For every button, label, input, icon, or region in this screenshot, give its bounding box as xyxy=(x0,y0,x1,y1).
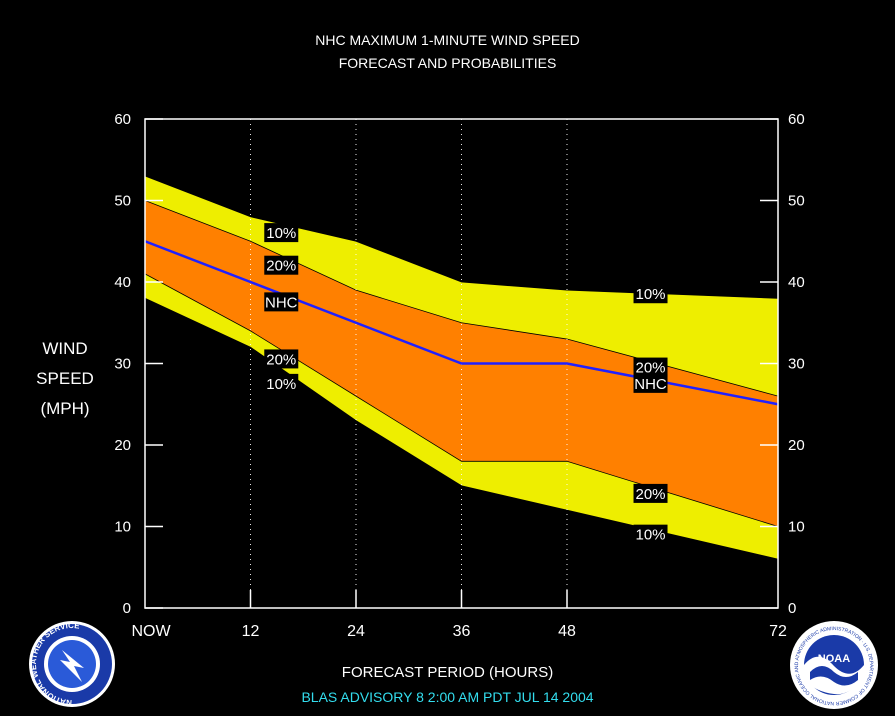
annotation-label-0: 10% xyxy=(264,223,299,243)
noaa-logo: NOAA NATIONAL OCEANIC AND ATMOSPHERIC AD… xyxy=(788,620,878,709)
annotation-label-bg xyxy=(633,357,668,377)
y-tick-label-right-10: 10 xyxy=(788,519,805,536)
annotation-label-bg xyxy=(633,373,668,393)
x-tick-label-36: 36 xyxy=(453,623,471,640)
x-tick-label-12: 12 xyxy=(242,623,260,640)
y-axis-label-line2: SPEED xyxy=(36,369,94,388)
y-tick-label-right-60: 60 xyxy=(788,111,805,128)
annotation-label-text: 10% xyxy=(636,286,666,303)
annotation-label-7: NHC xyxy=(633,373,668,393)
annotation-label-bg xyxy=(264,255,299,275)
band-edge-lower-20 xyxy=(144,273,779,527)
annotation-label-bg xyxy=(264,373,299,393)
annotation-label-bg xyxy=(264,349,299,369)
annotation-label-1: 20% xyxy=(264,255,299,275)
chart-title-line1: NHC MAXIMUM 1-MINUTE WIND SPEED xyxy=(315,32,580,48)
x-tick-label-72: 72 xyxy=(769,623,787,640)
annotation-label-text: 20% xyxy=(636,486,666,503)
y-tick-label-left-10: 10 xyxy=(114,519,131,536)
band-edge-upper-10 xyxy=(144,175,779,299)
annotation-label-4: 10% xyxy=(264,373,299,393)
x-axis-label: FORECAST PERIOD (HOURS) xyxy=(341,664,554,681)
annotation-label-bg xyxy=(633,284,668,304)
y-axis-label-line1: WIND xyxy=(42,339,88,358)
x-tick-label-48: 48 xyxy=(558,623,576,640)
y-tick-label-left-0: 0 xyxy=(123,600,131,617)
chart-title-line2: FORECAST AND PROBABILITIES xyxy=(338,55,557,71)
y-axis-label-line3: (MPH) xyxy=(40,399,90,418)
annotation-label-text: 20% xyxy=(266,351,296,368)
band-edge-lower-10 xyxy=(144,297,779,560)
y-tick-label-left-30: 30 xyxy=(114,356,131,373)
annotation-label-9: 10% xyxy=(633,524,668,544)
annotation-label-bg xyxy=(264,292,299,312)
annotation-label-6: 20% xyxy=(633,357,668,377)
y-tick-label-left-40: 40 xyxy=(114,274,131,291)
annotation-label-text: 20% xyxy=(266,258,296,275)
annotation-label-bg xyxy=(633,483,668,503)
annotation-label-text: NHC xyxy=(265,294,298,311)
annotation-label-text: 10% xyxy=(266,376,296,393)
noaa-logo-text: NOAA xyxy=(818,653,850,665)
advisory-text: BLAS ADVISORY 8 2:00 AM PDT JUL 14 2004 xyxy=(301,689,594,705)
annotation-label-5: 10% xyxy=(633,284,668,304)
annotation-label-text: 20% xyxy=(636,360,666,377)
annotation-label-3: 20% xyxy=(264,349,299,369)
x-tick-label-24: 24 xyxy=(347,623,365,640)
y-tick-label-right-40: 40 xyxy=(788,274,805,291)
band-edge-upper-20 xyxy=(144,200,779,397)
y-tick-label-left-50: 50 xyxy=(114,193,131,210)
nhc-forecast-line xyxy=(144,240,779,406)
y-tick-label-right-20: 20 xyxy=(788,437,805,454)
y-tick-label-right-30: 30 xyxy=(788,356,805,373)
annotation-label-bg xyxy=(633,524,668,544)
nws-logo: NATIONAL WEATHER SERVICE xyxy=(29,621,115,707)
annotation-label-bg xyxy=(264,223,299,243)
annotation-label-text: 10% xyxy=(266,225,296,242)
y-tick-label-right-0: 0 xyxy=(788,600,796,617)
annotation-label-text: 10% xyxy=(636,527,666,544)
annotation-label-text: NHC xyxy=(634,376,667,393)
y-tick-label-left-20: 20 xyxy=(114,437,131,454)
x-tick-label-0: NOW xyxy=(131,623,171,640)
annotation-label-2: NHC xyxy=(264,292,299,312)
y-tick-label-left-60: 60 xyxy=(114,111,131,128)
annotation-label-8: 20% xyxy=(633,483,668,503)
y-tick-label-right-50: 50 xyxy=(788,193,805,210)
